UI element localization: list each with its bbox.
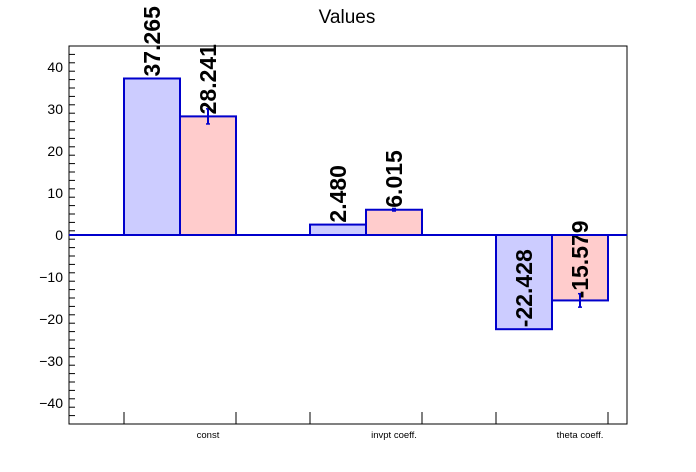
x-tick-label: const [197, 430, 220, 441]
x-tick-label: theta coeff. [557, 430, 604, 441]
bar-series-1 [123, 77, 181, 236]
y-tick-label: −20 [39, 311, 63, 327]
y-tick-label: −30 [39, 353, 63, 369]
y-tick-label: 0 [55, 227, 63, 243]
y-tick-label: 20 [47, 143, 63, 159]
bar-series-2 [551, 234, 609, 302]
data-label: -15.579 [567, 220, 593, 298]
bar-series-2 [179, 115, 237, 236]
y-tick-label: 10 [47, 185, 63, 201]
data-label: 37.265 [139, 6, 165, 77]
data-label: 6.015 [381, 150, 407, 208]
y-tick-label: 40 [47, 59, 63, 75]
bar-series-2 [365, 208, 423, 236]
chart-title: Values [319, 7, 376, 28]
x-tick-label: invpt coeff. [371, 430, 417, 441]
plot-area: −40 −30 −20 −10 0 10 20 30 40 const invpt coeff. th… [39, 6, 628, 441]
bar-series-1 [309, 223, 367, 236]
bar-series-1 [495, 234, 553, 331]
data-label: 2.480 [325, 165, 351, 223]
data-label: 28.241 [195, 44, 221, 115]
y-tick-label: −10 [39, 269, 63, 285]
y-tick-label: −40 [39, 395, 63, 411]
data-label: -22.428 [511, 249, 537, 327]
y-tick-label: 30 [47, 101, 63, 117]
